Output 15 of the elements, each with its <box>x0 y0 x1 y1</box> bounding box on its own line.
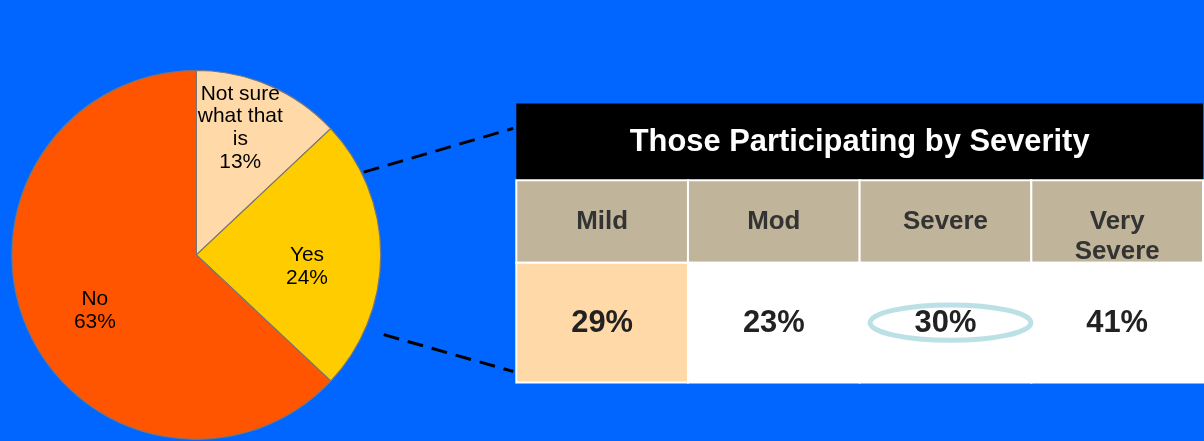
data-label: 24% <box>286 264 328 288</box>
category-label: Mod <box>747 206 801 235</box>
category-label: Mild <box>576 206 629 235</box>
data-label: 13% <box>219 149 262 173</box>
category-label: Severe <box>902 206 988 235</box>
slice-label: Not sure what that is <box>196 80 283 150</box>
slice-label: No <box>81 285 109 309</box>
text: 23% <box>742 303 805 339</box>
data-label: 63% <box>73 308 116 332</box>
category-label: Very Severe <box>1074 206 1160 265</box>
text: 41% <box>1086 303 1149 339</box>
text: 29% <box>571 303 634 339</box>
slice-label: Yes <box>289 241 325 265</box>
text: 30% <box>914 303 977 339</box>
text: Those Participating by Severity <box>629 122 1090 158</box>
